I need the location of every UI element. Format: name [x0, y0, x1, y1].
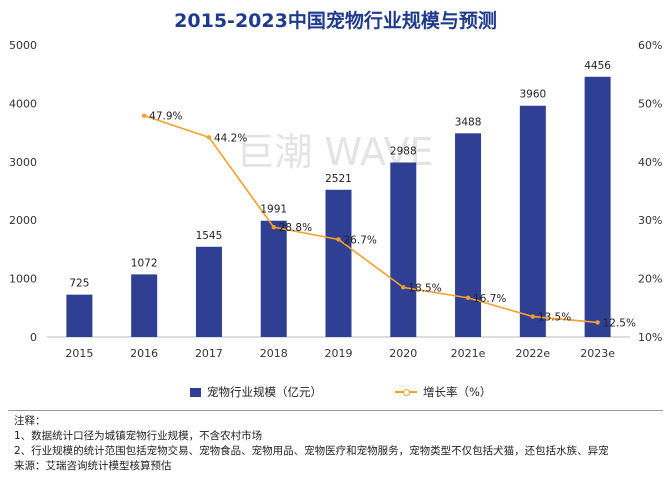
chart-legend: 宠物行业规模（亿元） 增长率（%）	[0, 384, 671, 404]
x-tick-label: 2015	[65, 347, 93, 360]
bar	[390, 162, 417, 337]
y2-tick-label: 60%	[638, 39, 662, 52]
legend-line-swatch	[395, 389, 417, 396]
notes-line-2: 2、行业规模的统计范围包括宠物交易、宠物食品、宠物用品、宠物医疗和宠物服务，宠物…	[14, 445, 609, 457]
y-tick-label: 4000	[9, 97, 37, 110]
bar	[195, 246, 222, 337]
notes-line-1: 1、数据统计口径为城镇宠物行业规模，不含农村市场	[14, 430, 263, 442]
bar-value-label: 725	[69, 278, 89, 290]
chart-title: 2015-2023中国宠物行业规模与预测	[174, 10, 497, 32]
legend-bar-swatch	[190, 387, 201, 397]
y2-tick-label: 10%	[638, 331, 662, 344]
bar	[131, 274, 158, 337]
x-tick-label: 2022e	[515, 347, 550, 360]
bar-value-label: 2521	[325, 173, 352, 185]
legend-item-line: 增长率（%）	[395, 384, 491, 400]
bar-value-label: 4456	[584, 60, 611, 72]
chart-plot: 0 1000 2000 3000 4000 5000 10% 20% 30% 40% 50% 60% 2…	[9, 39, 662, 360]
y-tick-label: 1000	[9, 273, 37, 286]
growth-rate-point	[465, 295, 471, 301]
growth-rate-point	[336, 237, 341, 242]
notes-divider	[8, 410, 663, 411]
notes-source: 来源：艾瑞咨询统计模型核算预估	[14, 460, 172, 472]
growth-rate-label: 47.9%	[149, 111, 182, 123]
bar-value-label: 2988	[390, 146, 417, 158]
growth-rate-line	[143, 114, 598, 324]
bar	[584, 76, 611, 338]
bar	[325, 189, 352, 337]
x-tick-label: 2018	[260, 347, 288, 360]
growth-rate-point	[271, 225, 276, 230]
bar-value-label: 3488	[455, 116, 482, 128]
x-tick-label: 2019	[325, 347, 353, 360]
bar-value-label: 3960	[519, 89, 546, 101]
growth-rate-label: 12.5%	[603, 317, 636, 329]
x-tick-label: 2021e	[451, 347, 486, 360]
y2-tick-label: 30%	[638, 214, 662, 227]
growth-rate-label: 28.8%	[279, 222, 312, 234]
growth-rate-label: 13.5%	[538, 312, 571, 324]
legend-item-bar: 宠物行业规模（亿元）	[190, 384, 322, 400]
y2-tick-label: 40%	[638, 156, 662, 169]
x-tick-label: 2016	[130, 347, 158, 360]
growth-rate-label: 26.7%	[344, 234, 377, 246]
x-tick-label: 2017	[195, 347, 223, 360]
chart-notes: 注释： 1、数据统计口径为城镇宠物行业规模，不含农村市场 2、行业规模的统计范围…	[14, 414, 609, 474]
y-tick-label: 0	[30, 331, 37, 344]
bar-value-label: 1991	[260, 204, 287, 216]
growth-rate-point	[530, 314, 536, 319]
bar	[455, 133, 482, 337]
growth-rate-label: 16.7%	[473, 293, 506, 305]
x-tick-label: 2020	[389, 347, 417, 360]
growth-rate-label: 18.5%	[408, 282, 441, 294]
growth-rate-point	[401, 285, 406, 290]
growth-rate-point	[206, 135, 212, 140]
bar	[260, 220, 287, 337]
y-tick-label: 2000	[9, 214, 37, 227]
growth-rate-point	[141, 113, 147, 118]
legend-line-label: 增长率（%）	[423, 385, 492, 399]
bar-value-label: 1545	[196, 230, 223, 242]
y-tick-label: 5000	[9, 39, 37, 52]
y-tick-label: 3000	[9, 156, 37, 169]
bar	[66, 294, 93, 337]
growth-rate-point	[595, 320, 600, 325]
x-tick-label: 2023e	[580, 347, 615, 360]
notes-heading: 注释：	[14, 415, 46, 427]
bar-value-label: 1072	[131, 257, 158, 269]
y2-tick-label: 50%	[638, 97, 662, 110]
legend-bar-label: 宠物行业规模（亿元）	[207, 385, 322, 399]
growth-rate-label: 44.2%	[214, 132, 247, 144]
bar	[519, 105, 546, 338]
y2-tick-label: 20%	[638, 273, 662, 286]
